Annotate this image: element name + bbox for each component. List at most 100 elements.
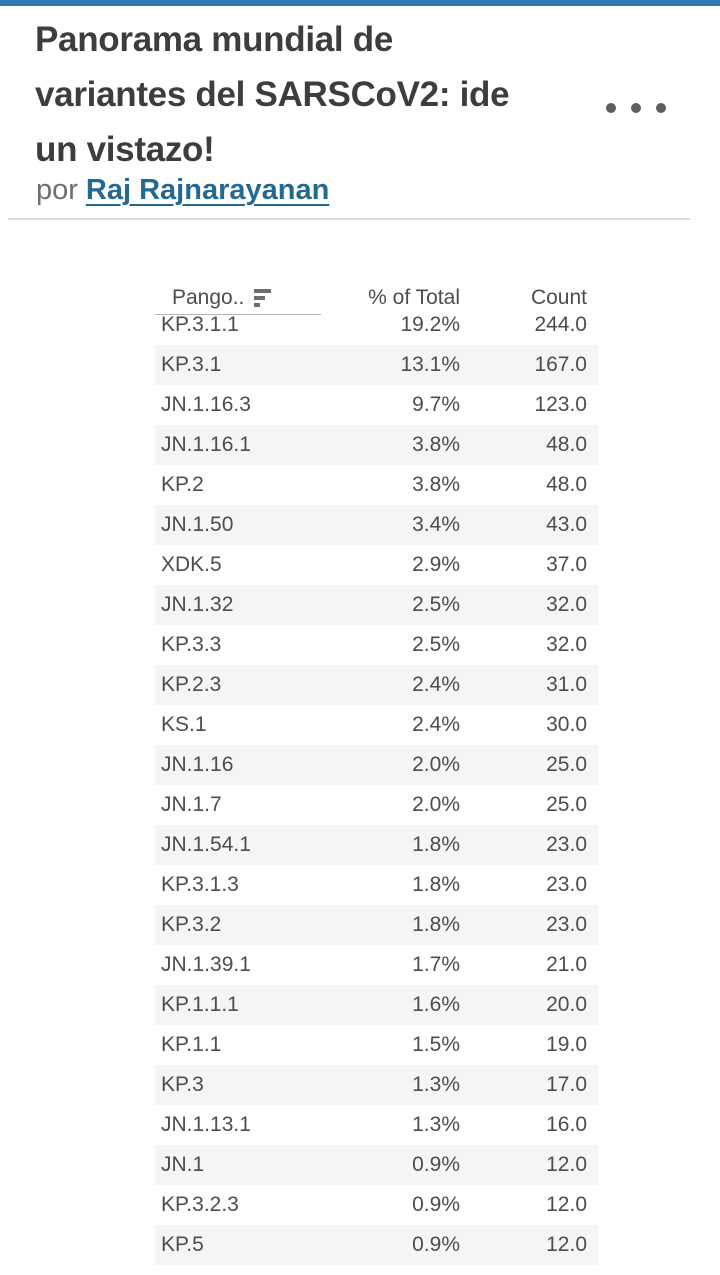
- cell-variant[interactable]: JN.1.39.1: [161, 953, 251, 976]
- cell-pct-of-total[interactable]: 2.0%: [412, 753, 460, 776]
- cell-count[interactable]: 19.0: [546, 1033, 587, 1056]
- column-header-count[interactable]: Count: [530, 286, 587, 309]
- cell-variant[interactable]: KP.3.3: [161, 633, 222, 656]
- author-link[interactable]: Raj Rajnarayanan: [85, 174, 330, 206]
- column-header-pct-of-total[interactable]: % of Total: [368, 286, 460, 309]
- cell-count[interactable]: 32.0: [546, 593, 587, 616]
- table-row[interactable]: KP.5 0.9% 12.0: [155, 1225, 598, 1265]
- cell-count[interactable]: 12.0: [546, 1233, 587, 1256]
- more-options-button[interactable]: [598, 95, 674, 121]
- cell-variant[interactable]: JN.1.54.1: [161, 833, 251, 856]
- table-row[interactable]: KP.3.1.1 19.2% 244.0: [155, 305, 598, 345]
- table-row[interactable]: KP.3.2.3 0.9% 12.0: [155, 1185, 598, 1225]
- cell-count[interactable]: 21.0: [546, 953, 587, 976]
- table-row[interactable]: JN.1.32 2.5% 32.0: [155, 585, 598, 625]
- table-row[interactable]: JN.1.7 2.0% 25.0: [155, 785, 598, 825]
- cell-count[interactable]: 23.0: [546, 873, 587, 896]
- cell-variant[interactable]: JN.1.16: [161, 753, 234, 776]
- cell-pct-of-total[interactable]: 1.8%: [412, 833, 460, 856]
- cell-pct-of-total[interactable]: 2.5%: [412, 633, 460, 656]
- cell-count[interactable]: 30.0: [546, 713, 587, 736]
- cell-count[interactable]: 25.0: [546, 793, 587, 816]
- table-row[interactable]: JN.1.50 3.4% 43.0: [155, 505, 598, 545]
- table-row[interactable]: JN.1.13.1 1.3% 16.0: [155, 1105, 598, 1145]
- cell-count[interactable]: 12.0: [546, 1193, 587, 1216]
- cell-pct-of-total[interactable]: 2.0%: [412, 793, 460, 816]
- cell-pct-of-total[interactable]: 1.8%: [412, 913, 460, 936]
- table-row[interactable]: JN.1.16 2.0% 25.0: [155, 745, 598, 785]
- cell-count[interactable]: 31.0: [546, 673, 587, 696]
- cell-count[interactable]: 123.0: [534, 393, 587, 416]
- cell-variant[interactable]: KP.3.2: [161, 913, 222, 936]
- cell-count[interactable]: 16.0: [546, 1113, 587, 1136]
- cell-pct-of-total[interactable]: 1.7%: [412, 953, 460, 976]
- table-row[interactable]: JN.1 0.9% 12.0: [155, 1145, 598, 1185]
- cell-pct-of-total[interactable]: 0.9%: [412, 1193, 460, 1216]
- cell-variant[interactable]: KP.1.1.1: [161, 993, 239, 1016]
- cell-pct-of-total[interactable]: 0.9%: [412, 1153, 460, 1176]
- table-row[interactable]: KP.1.1.1 1.6% 20.0: [155, 985, 598, 1025]
- cell-variant[interactable]: KP.3: [161, 1073, 204, 1096]
- table-row[interactable]: KS.1 2.4% 30.0: [155, 705, 598, 745]
- cell-pct-of-total[interactable]: 2.9%: [412, 553, 460, 576]
- cell-count[interactable]: 244.0: [534, 313, 587, 336]
- table-row[interactable]: KP.3.3 2.5% 32.0: [155, 625, 598, 665]
- cell-variant[interactable]: JN.1.50: [161, 513, 234, 536]
- cell-count[interactable]: 37.0: [546, 553, 587, 576]
- table-row[interactable]: KP.2.3 2.4% 31.0: [155, 665, 598, 705]
- table-row[interactable]: KP.2 3.8% 48.0: [155, 465, 598, 505]
- cell-variant[interactable]: KP.1.1: [161, 1033, 222, 1056]
- cell-variant[interactable]: KP.3.2.3: [161, 1193, 239, 1216]
- cell-count[interactable]: 48.0: [546, 433, 587, 456]
- cell-variant[interactable]: KP.2: [161, 473, 204, 496]
- cell-count[interactable]: 17.0: [546, 1073, 587, 1096]
- cell-count[interactable]: 48.0: [546, 473, 587, 496]
- table-row[interactable]: KP.1.1 1.5% 19.0: [155, 1025, 598, 1065]
- cell-variant[interactable]: JN.1.13.1: [161, 1113, 251, 1136]
- table-row[interactable]: KP.3 1.3% 17.0: [155, 1065, 598, 1105]
- cell-count[interactable]: 23.0: [546, 913, 587, 936]
- table-row[interactable]: JN.1.54.1 1.8% 23.0: [155, 825, 598, 865]
- cell-variant[interactable]: KS.1: [161, 713, 207, 736]
- cell-pct-of-total[interactable]: 2.4%: [412, 673, 460, 696]
- cell-variant[interactable]: JN.1.32: [161, 593, 234, 616]
- cell-count[interactable]: 32.0: [546, 633, 587, 656]
- cell-count[interactable]: 43.0: [546, 513, 587, 536]
- cell-pct-of-total[interactable]: 2.4%: [412, 713, 460, 736]
- table-row[interactable]: KP.3.1 13.1% 167.0: [155, 345, 598, 385]
- cell-pct-of-total[interactable]: 1.8%: [412, 873, 460, 896]
- cell-count[interactable]: 25.0: [546, 753, 587, 776]
- cell-pct-of-total[interactable]: 2.5%: [412, 593, 460, 616]
- cell-pct-of-total[interactable]: 1.3%: [412, 1113, 460, 1136]
- cell-variant[interactable]: KP.3.1: [161, 353, 222, 376]
- cell-count[interactable]: 12.0: [546, 1153, 587, 1176]
- cell-pct-of-total[interactable]: 3.8%: [412, 433, 460, 456]
- cell-variant[interactable]: JN.1.7: [161, 793, 222, 816]
- cell-pct-of-total[interactable]: 3.8%: [412, 473, 460, 496]
- cell-pct-of-total[interactable]: 1.6%: [412, 993, 460, 1016]
- cell-variant[interactable]: JN.1: [161, 1153, 205, 1176]
- cell-pct-of-total[interactable]: 19.2%: [400, 313, 460, 336]
- table-row[interactable]: KP.3.2 1.8% 23.0: [155, 905, 598, 945]
- cell-variant[interactable]: XDK.5: [161, 553, 222, 576]
- table-row[interactable]: JN.1.39.1 1.7% 21.0: [155, 945, 598, 985]
- cell-count[interactable]: 20.0: [546, 993, 587, 1016]
- cell-variant[interactable]: JN.1.16.1: [161, 433, 251, 456]
- table-row[interactable]: XDK.5 2.9% 37.0: [155, 545, 598, 585]
- cell-pct-of-total[interactable]: 3.4%: [412, 513, 460, 536]
- cell-pct-of-total[interactable]: 0.9%: [412, 1233, 460, 1256]
- cell-variant[interactable]: KP.3.1.1: [161, 313, 239, 336]
- table-row[interactable]: KP.3.1.3 1.8% 23.0: [155, 865, 598, 905]
- cell-pct-of-total[interactable]: 1.5%: [412, 1033, 460, 1056]
- cell-variant[interactable]: KP.5: [161, 1233, 204, 1256]
- cell-pct-of-total[interactable]: 9.7%: [412, 393, 460, 416]
- column-header-pango[interactable]: Pango..: [155, 283, 320, 313]
- cell-count[interactable]: 23.0: [546, 833, 587, 856]
- table-row[interactable]: JN.1.16.1 3.8% 48.0: [155, 425, 598, 465]
- cell-count[interactable]: 167.0: [534, 353, 587, 376]
- cell-variant[interactable]: KP.2.3: [161, 673, 222, 696]
- cell-variant[interactable]: KP.3.1.3: [161, 873, 239, 896]
- cell-pct-of-total[interactable]: 1.3%: [412, 1073, 460, 1096]
- cell-pct-of-total[interactable]: 13.1%: [400, 353, 460, 376]
- table-row[interactable]: JN.1.16.3 9.7% 123.0: [155, 385, 598, 425]
